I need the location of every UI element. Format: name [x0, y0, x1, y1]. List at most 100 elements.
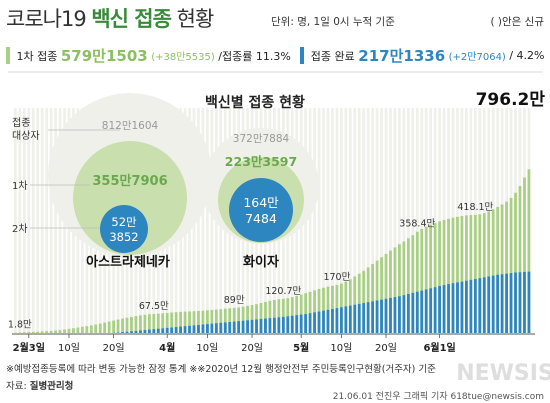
- complete-bar: [518, 272, 522, 333]
- target-bar: [357, 108, 361, 333]
- complete-bar: [398, 296, 401, 333]
- complete-bar: [478, 278, 482, 333]
- complete-bar: [192, 325, 196, 333]
- complete-bar: [487, 276, 491, 333]
- complete-bar: [179, 326, 182, 333]
- first-dose-bar: [420, 229, 424, 333]
- complete-bar: [389, 297, 392, 333]
- complete-bar: [139, 330, 142, 333]
- first-dose-bar: [304, 293, 308, 333]
- first-dose-bar: [76, 327, 80, 333]
- complete-bar: [357, 303, 361, 333]
- first-dose-bar: [223, 308, 227, 333]
- first-dose-bar: [214, 309, 218, 333]
- target-bar: [348, 108, 352, 333]
- first-dose-bar: [192, 311, 196, 333]
- complete-bar: [384, 298, 388, 333]
- footer-source: 자료: 질병관리청: [6, 378, 73, 392]
- x-axis-ticks: 2월3일 10일 20일 4월 10일 20일 5월 10일 20일 6월1일: [13, 334, 456, 354]
- complete-bar: [174, 327, 178, 333]
- first-dose-bar: [197, 310, 200, 333]
- first-dose-bar: [259, 303, 263, 333]
- az-name: 아스트라제네카: [86, 254, 170, 270]
- source-name: 질병관리청: [29, 381, 74, 392]
- complete-bar: [313, 312, 316, 333]
- target-bar: [313, 108, 316, 333]
- x-tick-label: 6월1일: [423, 341, 455, 354]
- complete-bar: [197, 324, 200, 333]
- first-dose-bar: [460, 216, 464, 333]
- first-dose-bar: [36, 331, 40, 333]
- astrazeneca-group: 812만1604 355만7906 52만 3852 아스트라제네카: [48, 93, 212, 270]
- complete-bar: [219, 322, 223, 333]
- complete-bar: [295, 315, 299, 333]
- first-dose-bar: [268, 300, 272, 333]
- first-dose-rate: /접종률 11.3%: [218, 49, 291, 63]
- value-labels: 1.8만 67.5만 89만 120.7만 170만 358.4만 418.1만: [8, 202, 494, 331]
- target-bar: [375, 108, 379, 333]
- complete-bar: [125, 331, 129, 333]
- target-bar: [353, 108, 357, 333]
- value-label: 1.8만: [8, 319, 32, 330]
- first-dose-bar: [112, 320, 116, 333]
- value-label: 89만: [224, 295, 245, 306]
- complete-bar: [366, 302, 370, 333]
- complete-bar: [214, 323, 218, 333]
- complete-bar: [415, 291, 419, 333]
- value-label: 358.4만: [399, 219, 435, 230]
- complete-bar: [264, 318, 267, 333]
- target-bar: [366, 108, 370, 333]
- first-dose-bar: [31, 331, 35, 333]
- row-labels: 접종 대상자 1차 2차: [12, 117, 120, 235]
- target-bar: [384, 108, 388, 333]
- complete-bar: [482, 277, 486, 333]
- first-dose-bar: [299, 294, 303, 333]
- first-dose-bar: [442, 219, 446, 333]
- first-dose-bar: [277, 299, 281, 333]
- chart-title: 코로나19 백신 접종 현황: [6, 3, 214, 33]
- first-dose-bar: [438, 221, 441, 333]
- first-dose-bar: [286, 298, 290, 333]
- first-dose-bar: [393, 247, 397, 333]
- first-dose-bar: [165, 312, 169, 333]
- complete-bar: [393, 297, 397, 333]
- complete-bar: [402, 295, 406, 333]
- summary-stats: 1차 접종 579만1503 (+38만5535) /접종률 11.3% 접종 …: [6, 45, 546, 69]
- complete-bar: [259, 319, 263, 333]
- first-dose-bar: [389, 250, 392, 333]
- first-dose-bar: [500, 204, 504, 333]
- first-dose-bar: [273, 299, 276, 333]
- footer-credit: 21.06.01 전진우 그래픽 기자 618tue@newsis.com: [332, 392, 544, 402]
- complete-bar: [353, 304, 357, 333]
- first-dose-bar: [219, 309, 223, 333]
- first-dose-bar: [514, 192, 517, 333]
- complete-bar: [183, 326, 187, 333]
- x-tick-label: 2월3일: [13, 341, 45, 354]
- first-dose-bar: [40, 331, 44, 333]
- first-dose-bar: [228, 308, 232, 333]
- first-dose-bar: [210, 309, 214, 333]
- complete-bar: [290, 315, 294, 333]
- complete-bar: [228, 321, 232, 333]
- first-dose-bar: [473, 214, 477, 333]
- complete-bar: [371, 301, 375, 333]
- source-label: 자료:: [6, 381, 30, 392]
- first-dose-bar: [281, 298, 285, 333]
- complete-bar: [121, 332, 124, 333]
- first-dose-bar: [183, 311, 187, 333]
- pfizer-second-value-1: 164만: [243, 195, 279, 210]
- target-bar: [438, 108, 441, 333]
- first-dose-bar: [375, 260, 379, 333]
- row-label-target-1: 접종: [12, 117, 30, 129]
- x-tick-label: 10일: [58, 342, 80, 354]
- first-dose-bar: [237, 307, 241, 333]
- complete-bar: [420, 290, 424, 333]
- first-dose-bar: [206, 310, 209, 333]
- first-dose-bar: [27, 332, 31, 333]
- pfizer-second-value-2: 7484: [245, 211, 277, 226]
- first-dose-bar: [362, 270, 366, 333]
- target-bar: [335, 108, 339, 333]
- target-bar: [27, 108, 31, 333]
- first-dose-bar: [89, 325, 93, 333]
- first-dose-bar: [246, 305, 249, 333]
